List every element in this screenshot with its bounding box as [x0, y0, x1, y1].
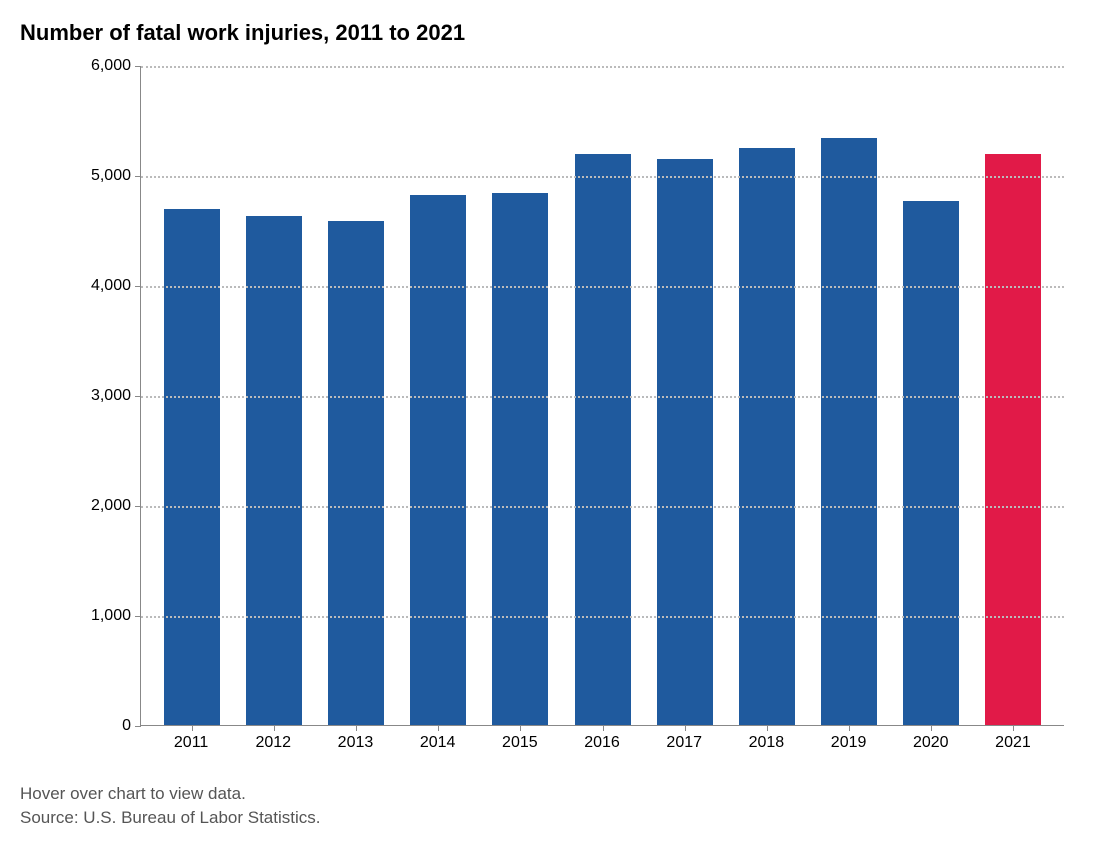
bar-wrapper [233, 216, 315, 725]
x-axis-label: 2017 [666, 734, 702, 752]
y-tick [135, 396, 141, 397]
x-label-wrapper: 2011 [150, 734, 232, 752]
bar-wrapper [561, 154, 643, 725]
x-axis-label: 2021 [995, 734, 1031, 752]
y-tick [135, 726, 141, 727]
x-tick [1013, 725, 1014, 731]
bar-2016[interactable] [575, 154, 631, 725]
x-axis: 2011 2012 2013 2014 2015 2016 2017 2018 2019 2020… [140, 734, 1064, 752]
x-tick [603, 725, 604, 731]
gridline [141, 176, 1064, 178]
gridline [141, 506, 1064, 508]
x-tick [192, 725, 193, 731]
bar-2013[interactable] [328, 221, 384, 725]
x-axis-label: 2020 [913, 734, 949, 752]
bar-wrapper [890, 201, 972, 725]
bar-2012[interactable] [246, 216, 302, 725]
y-tick [135, 616, 141, 617]
x-label-wrapper: 2016 [561, 734, 643, 752]
plot-area[interactable]: 01,0002,0003,0004,0005,0006,000 [140, 66, 1064, 726]
y-axis-label: 4,000 [61, 277, 131, 295]
gridline [141, 396, 1064, 398]
y-tick [135, 506, 141, 507]
x-axis-label: 2015 [502, 734, 538, 752]
bar-wrapper [479, 193, 561, 725]
x-label-wrapper: 2021 [972, 734, 1054, 752]
y-axis: 01,0002,0003,0004,0005,0006,000 [61, 66, 131, 725]
x-axis-label: 2012 [255, 734, 291, 752]
x-label-wrapper: 2018 [725, 734, 807, 752]
x-label-wrapper: 2020 [890, 734, 972, 752]
y-tick [135, 66, 141, 67]
x-tick [520, 725, 521, 731]
bar-wrapper [644, 159, 726, 725]
y-axis-label: 0 [61, 717, 131, 735]
x-axis-label: 2011 [174, 734, 208, 752]
x-tick [356, 725, 357, 731]
bar-2017[interactable] [657, 159, 713, 725]
bar-wrapper [972, 154, 1054, 725]
x-label-wrapper: 2014 [397, 734, 479, 752]
x-label-wrapper: 2019 [808, 734, 890, 752]
y-axis-label: 1,000 [61, 607, 131, 625]
gridline [141, 66, 1064, 68]
gridline [141, 286, 1064, 288]
x-axis-label: 2014 [420, 734, 456, 752]
y-axis-label: 5,000 [61, 167, 131, 185]
y-axis-label: 6,000 [61, 57, 131, 75]
x-tick [685, 725, 686, 731]
bar-2020[interactable] [903, 201, 959, 725]
bar-wrapper [315, 221, 397, 725]
chart-container: Number of fatal work injuries, 2011 to 2… [20, 20, 1074, 840]
y-axis-label: 3,000 [61, 387, 131, 405]
gridline [141, 616, 1064, 618]
x-label-wrapper: 2015 [479, 734, 561, 752]
y-tick [135, 286, 141, 287]
x-tick [767, 725, 768, 731]
chart-title: Number of fatal work injuries, 2011 to 2… [20, 20, 1074, 46]
y-axis-label: 2,000 [61, 497, 131, 515]
bar-2018[interactable] [739, 148, 795, 726]
x-tick [438, 725, 439, 731]
x-axis-label: 2018 [749, 734, 785, 752]
x-axis-label: 2013 [338, 734, 374, 752]
bar-2019[interactable] [821, 138, 877, 725]
bar-2014[interactable] [410, 195, 466, 725]
x-label-wrapper: 2017 [643, 734, 725, 752]
bar-2015[interactable] [492, 193, 548, 725]
x-axis-label: 2016 [584, 734, 620, 752]
bar-wrapper [397, 195, 479, 725]
x-axis-label: 2019 [831, 734, 867, 752]
x-tick [849, 725, 850, 731]
x-label-wrapper: 2012 [232, 734, 314, 752]
bar-2021[interactable] [985, 154, 1041, 725]
x-label-wrapper: 2013 [314, 734, 396, 752]
chart-footer: Hover over chart to view data. Source: U… [20, 782, 1074, 830]
footer-line-1: Hover over chart to view data. [20, 782, 1074, 806]
bar-wrapper [726, 148, 808, 726]
footer-line-2: Source: U.S. Bureau of Labor Statistics. [20, 806, 1074, 830]
x-tick [274, 725, 275, 731]
bar-wrapper [808, 138, 890, 725]
y-tick [135, 176, 141, 177]
x-tick [931, 725, 932, 731]
